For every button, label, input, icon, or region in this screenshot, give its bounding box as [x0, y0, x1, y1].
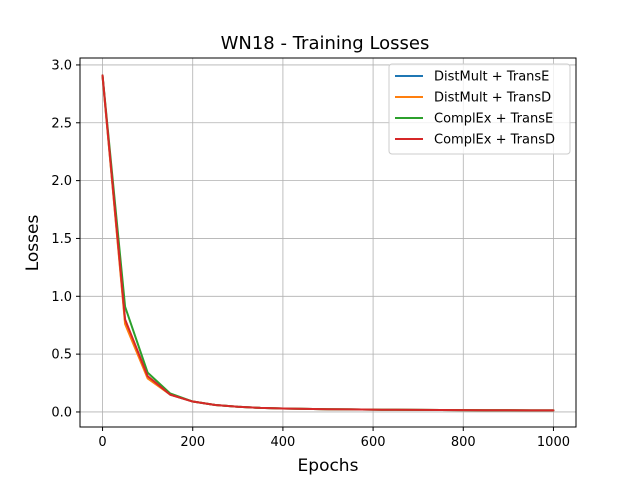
legend-label-1: DistMult + TransD [434, 91, 551, 106]
y-tick-label: 0.5 [51, 348, 72, 363]
y-tick-label: 2.0 [51, 174, 72, 189]
series-lines [101, 74, 555, 412]
y-tick-label: 1.0 [51, 290, 72, 305]
legend: DistMult + TransE DistMult + TransD ComplE… [388, 63, 571, 155]
legend-label-2: ComplEx + TransE [434, 112, 553, 127]
y-tick-label: 1.5 [51, 232, 72, 247]
x-tick-label: 800 [451, 435, 476, 450]
x-tick-label: 400 [270, 435, 295, 450]
axis-ticks: 0 200 400 600 800 1000 0.0 0.5 1.0 1.5 2.0 2.5 3.0 [51, 58, 570, 450]
x-tick-label: 600 [361, 435, 386, 450]
legend-label-0: DistMult + TransE [434, 70, 549, 85]
chart-title: WN18 - Training Losses [221, 33, 430, 54]
y-axis-title: Losses [23, 215, 43, 272]
x-tick-label: 1000 [537, 435, 570, 450]
y-tick-label: 3.0 [51, 58, 72, 73]
legend-label-3: ComplEx + TransD [434, 133, 555, 148]
y-tick-label: 2.5 [51, 116, 72, 131]
x-axis-title: Epochs [298, 456, 359, 476]
x-tick-label: 0 [98, 435, 106, 450]
grid [80, 58, 576, 427]
legend-box [388, 63, 571, 155]
x-tick-label: 200 [180, 435, 205, 450]
plot-frame [79, 57, 577, 428]
series-line-3 [101, 74, 555, 412]
y-tick-label: 0.0 [51, 405, 72, 420]
